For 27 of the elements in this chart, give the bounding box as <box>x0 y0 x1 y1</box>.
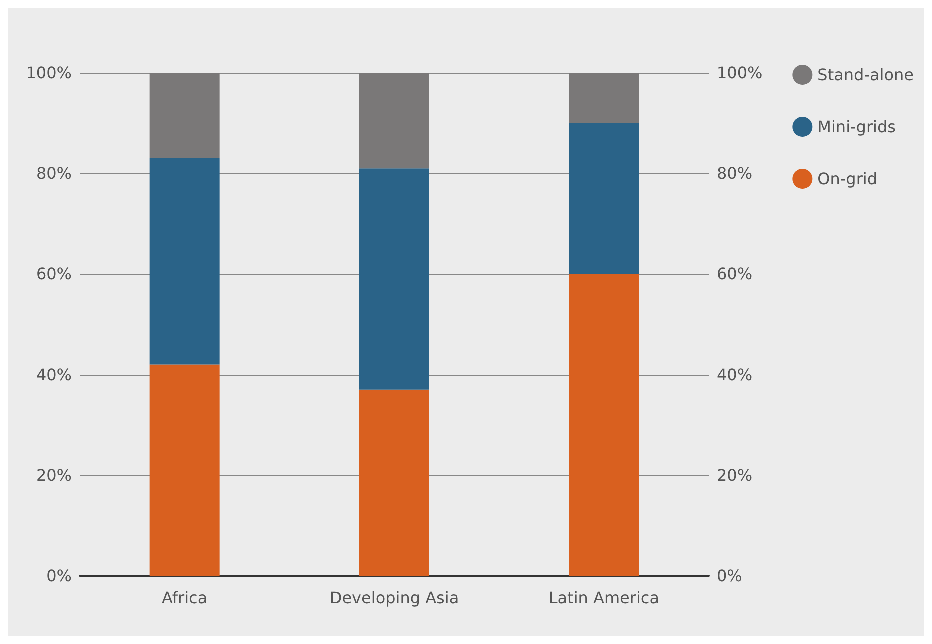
legend-label: Stand-alone <box>818 66 914 84</box>
legend-label: On-grid <box>818 170 878 188</box>
x-tick-label: Developing Asia <box>330 588 460 608</box>
y2-tick-label: 60% <box>717 264 753 284</box>
bar <box>150 364 220 576</box>
y-tick-label: 0% <box>46 566 72 586</box>
y2-tick-label: 0% <box>717 566 742 586</box>
legend-label: Mini-grids <box>818 118 896 136</box>
y2-tick-label: 40% <box>717 365 753 384</box>
y2-tick-label: 80% <box>717 164 753 184</box>
y-tick-label: 100% <box>26 64 72 82</box>
bar <box>360 168 430 390</box>
bar <box>569 73 640 124</box>
bar <box>150 73 220 159</box>
y-tick-label: 80% <box>36 164 72 184</box>
bar <box>569 274 640 576</box>
y-tick-label: 20% <box>36 466 72 485</box>
y-tick-label: 60% <box>36 264 72 284</box>
y-tick-label: 40% <box>36 365 72 384</box>
bar <box>150 158 220 365</box>
bar <box>360 73 430 169</box>
y2-tick-label: 20% <box>717 466 753 485</box>
bar <box>569 123 640 274</box>
x-tick-label: Latin America <box>548 588 660 608</box>
y2-tick-label: 100% <box>717 64 763 82</box>
bar <box>360 390 430 576</box>
x-tick-label: Africa <box>162 588 208 608</box>
